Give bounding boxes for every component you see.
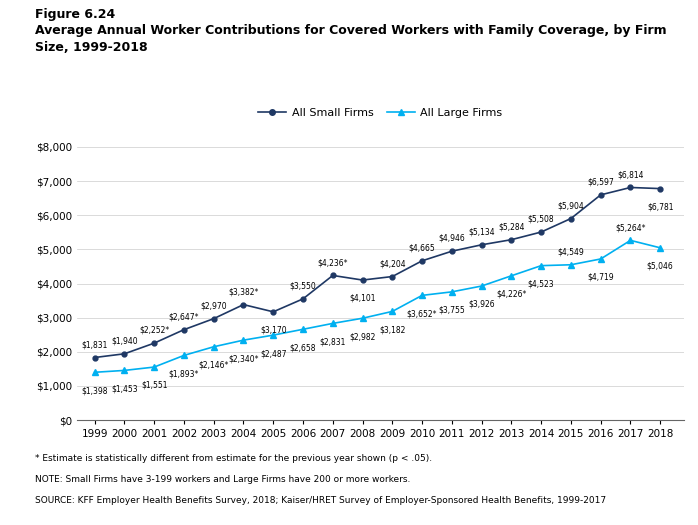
Text: * Estimate is statistically different from estimate for the previous year shown : * Estimate is statistically different fr… bbox=[35, 454, 432, 463]
Text: $3,170: $3,170 bbox=[260, 326, 287, 335]
Text: $2,340*: $2,340* bbox=[228, 354, 259, 363]
Text: $3,652*: $3,652* bbox=[407, 309, 438, 318]
Text: $5,046: $5,046 bbox=[647, 261, 674, 271]
Text: $2,970: $2,970 bbox=[200, 301, 227, 310]
Text: $4,236*: $4,236* bbox=[318, 258, 348, 267]
Legend: All Small Firms, All Large Firms: All Small Firms, All Large Firms bbox=[254, 103, 507, 122]
Text: $6,814: $6,814 bbox=[617, 170, 644, 179]
Text: $5,508: $5,508 bbox=[528, 215, 554, 224]
Text: $6,597: $6,597 bbox=[587, 177, 614, 186]
Text: $4,665: $4,665 bbox=[409, 244, 436, 253]
Text: $2,146*: $2,146* bbox=[198, 361, 229, 370]
Text: $4,523: $4,523 bbox=[528, 279, 554, 289]
Text: $4,549: $4,549 bbox=[558, 247, 584, 256]
Text: $3,926: $3,926 bbox=[468, 300, 495, 309]
Text: $3,550: $3,550 bbox=[290, 281, 316, 290]
Text: $3,755: $3,755 bbox=[438, 306, 466, 315]
Text: $1,893*: $1,893* bbox=[169, 369, 199, 379]
Text: $1,453: $1,453 bbox=[111, 384, 138, 393]
Text: $4,719: $4,719 bbox=[588, 273, 614, 282]
Text: $2,487: $2,487 bbox=[260, 349, 286, 358]
Text: $4,226*: $4,226* bbox=[496, 290, 526, 299]
Text: $4,946: $4,946 bbox=[438, 234, 466, 243]
Text: $2,252*: $2,252* bbox=[139, 326, 170, 335]
Text: $3,182: $3,182 bbox=[379, 326, 406, 334]
Text: $1,831: $1,831 bbox=[82, 340, 107, 349]
Text: Average Annual Worker Contributions for Covered Workers with Family Coverage, by: Average Annual Worker Contributions for … bbox=[35, 24, 667, 54]
Text: $5,284: $5,284 bbox=[498, 223, 525, 232]
Text: $2,982: $2,982 bbox=[350, 332, 376, 341]
Text: $5,264*: $5,264* bbox=[615, 223, 646, 232]
Text: $5,134: $5,134 bbox=[468, 227, 495, 236]
Text: $1,940: $1,940 bbox=[111, 337, 138, 345]
Text: $6,781: $6,781 bbox=[647, 203, 674, 212]
Text: $2,831: $2,831 bbox=[320, 337, 346, 346]
Text: $1,551: $1,551 bbox=[141, 381, 168, 390]
Text: NOTE: Small Firms have 3-199 workers and Large Firms have 200 or more workers.: NOTE: Small Firms have 3-199 workers and… bbox=[35, 475, 410, 484]
Text: $1,398: $1,398 bbox=[82, 386, 108, 395]
Text: $4,101: $4,101 bbox=[349, 294, 376, 303]
Text: SOURCE: KFF Employer Health Benefits Survey, 2018; Kaiser/HRET Survey of Employe: SOURCE: KFF Employer Health Benefits Sur… bbox=[35, 496, 606, 505]
Text: $2,647*: $2,647* bbox=[169, 312, 199, 321]
Text: Figure 6.24: Figure 6.24 bbox=[35, 8, 115, 21]
Text: $5,904: $5,904 bbox=[558, 201, 584, 210]
Text: $2,658: $2,658 bbox=[290, 343, 316, 352]
Text: $4,204: $4,204 bbox=[379, 259, 406, 268]
Text: $3,382*: $3,382* bbox=[228, 287, 259, 296]
